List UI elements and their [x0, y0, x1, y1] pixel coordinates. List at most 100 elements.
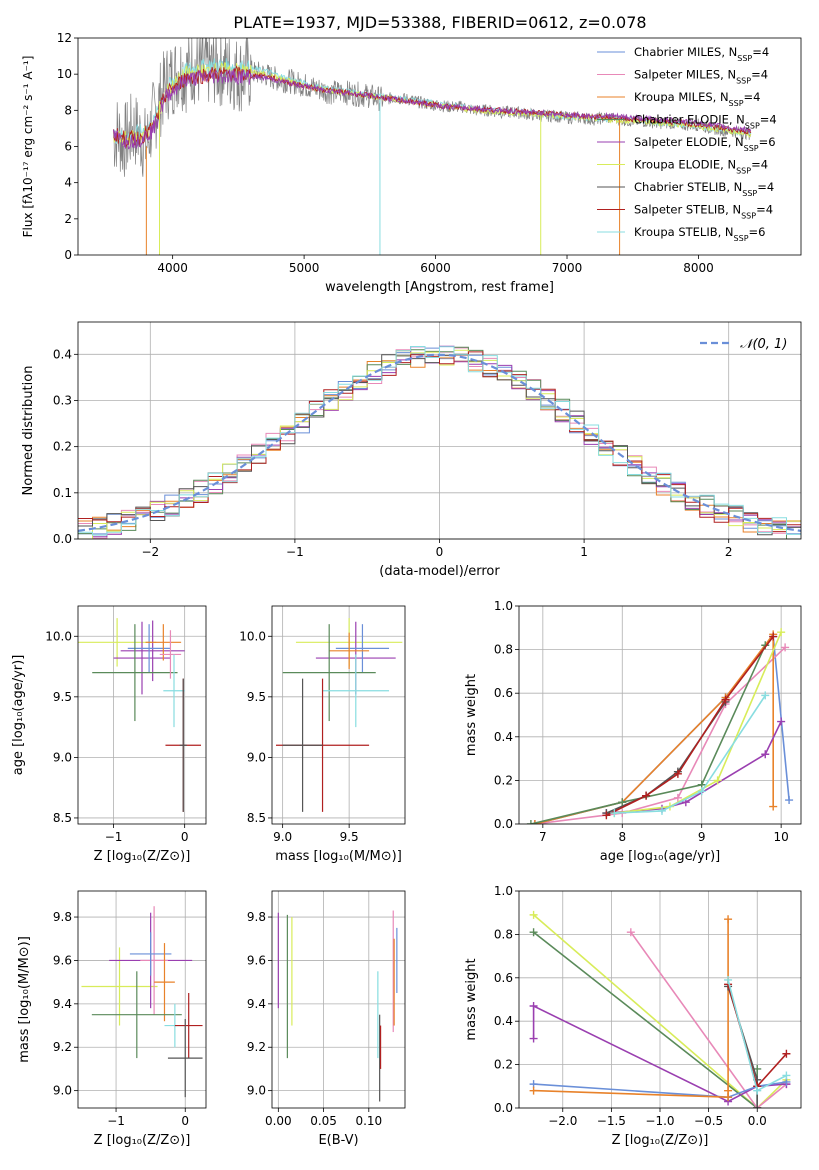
mass-vs-EBV-xtick-label-0: 0.00 [265, 1114, 292, 1128]
mass-weight-vs-Z-ylabel: mass weight [464, 958, 479, 1040]
mass-vs-Z-point-2 [140, 906, 168, 1015]
legend-entry-sub-8: SSP [734, 234, 749, 243]
legend-entry-label-0: Chabrier MILES, N [634, 45, 737, 59]
legend-entry-sub-0: SSP [737, 54, 752, 63]
legend-entry-7: Salpeter STELIB, NSSP=4 [634, 203, 773, 221]
mass-weight-vs-Z-series-0 [533, 914, 787, 1108]
residuals-legend-label: 𝒩(0, 1) [740, 337, 787, 352]
spectrum-ytick-label-3: 6 [64, 140, 72, 154]
mass-weight-vs-age-xtick-label-0: 7 [539, 830, 547, 844]
legend-entry-label-2: Kroupa MILES, N [634, 90, 729, 104]
legend-entry-6: Chabrier STELIB, NSSP=4 [634, 180, 774, 198]
spectrum-ylabel: Flux [fλ10⁻¹⁷ erg cm⁻² s⁻¹ A⁻¹] [21, 56, 35, 238]
mass-weight-vs-age-ytick-label-0: 0.0 [494, 817, 513, 831]
mass-weight-vs-age-series-3 [530, 644, 767, 824]
residuals-xtick-label-3: 1 [580, 545, 588, 559]
legend-entry-suffix-1: =4 [751, 68, 768, 82]
mass-vs-EBV-plot [277, 910, 398, 1102]
mass-weight-vs-Z-ytick-label-2: 0.4 [494, 1014, 513, 1028]
legend-entry-suffix-7: =4 [756, 203, 773, 217]
mass-weight-vs-age-marker-2-0 [530, 820, 539, 824]
mass-weight-vs-Z-ytick-label-1: 0.2 [494, 1058, 513, 1072]
age-vs-Z-ylabel: age [log₁₀(age/yr)] [11, 655, 26, 776]
legend-entry-suffix-0: =4 [752, 45, 769, 59]
mass-weight-vs-Z-marker-5-0 [529, 1086, 538, 1095]
spectrum-xtick-label-0: 4000 [157, 261, 188, 275]
legend-entry-label-8: Kroupa STELIB, N [634, 225, 734, 239]
mass-vs-Z-xlabel: Z [log₁₀(Z/Z⊙)] [94, 1133, 191, 1148]
age-vs-mass-point-2 [335, 624, 390, 673]
residuals-xtick-label-1: −1 [286, 545, 304, 559]
legend-entry-sub-3: SSP [745, 121, 760, 130]
age-vs-Z-ytick-label-3: 10.0 [45, 629, 72, 643]
age-vs-mass-point-5 [322, 654, 390, 728]
mass-weight-vs-age-xtick-label-2: 9 [698, 830, 706, 844]
mass-weight-vs-Z-marker-1-0 [529, 928, 538, 937]
age-vs-mass-ytick-label-3: 10.0 [239, 629, 266, 643]
spectrum-ytick-label-2: 4 [64, 176, 72, 190]
residual-histogram-8 [78, 346, 801, 536]
mass-vs-EBV-ytick-label-2: 9.4 [247, 997, 266, 1011]
mass-weight-vs-age-series-5 [614, 631, 782, 814]
mass-weight-vs-Z-marker-8-2 [782, 1071, 791, 1080]
mass-weight-vs-age-marker-8-2 [697, 787, 706, 796]
mass-weight-vs-age-marker-8-1 [657, 806, 666, 815]
mass-weight-vs-age-xtick-label-3: 10 [774, 830, 789, 844]
mass-weight-vs-Z-ytick-label-4: 0.8 [494, 927, 513, 941]
legend-entry-sub-6: SSP [742, 189, 757, 198]
mass-weight-vs-age-axes: 7 8 9 10 0.0 0.2 0.4 0.6 0.8 1.0 age [log₁₀(age/yr… [464, 599, 802, 864]
age-vs-mass-point-7 [282, 678, 323, 812]
age-vs-mass-frame [271, 605, 406, 825]
mass-vs-EBV-ytick-label-4: 9.8 [247, 910, 266, 924]
mass-weight-vs-age-marker-3-0 [526, 820, 535, 824]
mass-weight-vs-age-ytick-label-3: 0.6 [494, 686, 513, 700]
mass-weight-vs-age-marker-5-2 [713, 776, 722, 785]
legend-entry-sub-7: SSP [741, 211, 756, 220]
spectrum-xtick-label-3: 7000 [552, 261, 583, 275]
mass-vs-Z-ytick-label-3: 9.6 [53, 953, 72, 967]
legend-entry-label-5: Kroupa ELODIE, N [634, 158, 736, 172]
mass-weight-vs-age-xlabel: age [log₁₀(age/yr)] [600, 849, 721, 864]
age-vs-Z-ytick-label-0: 8.5 [53, 811, 72, 825]
mass-weight-vs-Z-axes: −2.0 −1.5 −1.0 −0.5 0.0 0.0 0.2 0.4 0.6 0.8 1.0 Z [… [464, 884, 802, 1148]
mass-weight-vs-Z-ytick-label-3: 0.6 [494, 971, 513, 985]
mass-weight-vs-age-ytick-label-5: 1.0 [494, 599, 513, 613]
mass-weight-vs-age-marker-5-3 [777, 628, 786, 637]
age-vs-mass-xtick-label-1: 9.5 [340, 830, 359, 844]
age-vs-Z-plot [78, 618, 202, 812]
mass-weight-vs-Z-marker-5-2 [724, 915, 733, 924]
mass-vs-EBV-axes: 0.00 0.05 0.10 9.0 9.2 9.4 9.6 9.8 E(B-V) [247, 890, 406, 1148]
residuals-axes: −2 −1 0 1 2 0.0 0.1 0.2 0.3 0.4 (data-model)/error… [21, 321, 802, 579]
legend-entry-4: Salpeter ELODIE, NSSP=6 [634, 135, 776, 153]
spectrum-xtick-label-1: 5000 [289, 261, 320, 275]
mass-weight-vs-age-marker-7-3 [721, 695, 730, 704]
figure-title: PLATE=1937, MJD=53388, FIBERID=0612, z=0… [233, 13, 646, 32]
mass-weight-vs-Z-marker-3-1 [529, 1002, 538, 1011]
mass-vs-Z-xtick-label-0: −1 [107, 1114, 125, 1128]
model-spectrum-line-3 [113, 68, 752, 150]
age-vs-Z-point-7 [163, 654, 185, 728]
mass-vs-Z-frame [77, 890, 207, 1109]
legend-entry-label-4: Salpeter ELODIE, N [634, 135, 744, 149]
legend-entry-suffix-2: =4 [744, 90, 761, 104]
mass-weight-vs-age-marker-8-0 [610, 809, 619, 818]
spectrum-frame [77, 37, 802, 256]
legend-entry-0: Chabrier MILES, NSSP=4 [634, 45, 769, 63]
age-vs-Z-frame [77, 605, 207, 825]
residual-histogram-7 [78, 351, 801, 533]
residuals-frame [77, 321, 802, 540]
legend-entry-suffix-4: =6 [759, 135, 776, 149]
mass-vs-EBV-xtick-label-2: 0.10 [355, 1114, 382, 1128]
mass-weight-vs-Z-xtick-label-1: −1.5 [597, 1114, 626, 1128]
mass-weight-vs-Z-marker-8-0 [724, 975, 733, 984]
age-vs-Z-ytick-label-2: 9.5 [53, 690, 72, 704]
mass-weight-vs-age-marker-2-4 [769, 802, 778, 811]
mass-weight-vs-age-ylabel: mass weight [464, 674, 479, 756]
age-vs-Z-xlabel: Z [log₁₀(Z/Z⊙)] [94, 849, 191, 864]
mass-weight-vs-age-marker-8-3 [761, 691, 770, 700]
legend-entry-sub-2: SSP [729, 99, 744, 108]
age-vs-mass-point-3 [329, 632, 370, 669]
mass-weight-vs-age-marker-1-4 [781, 643, 790, 652]
mass-weight-vs-Z-marker-2-0 [626, 928, 635, 937]
